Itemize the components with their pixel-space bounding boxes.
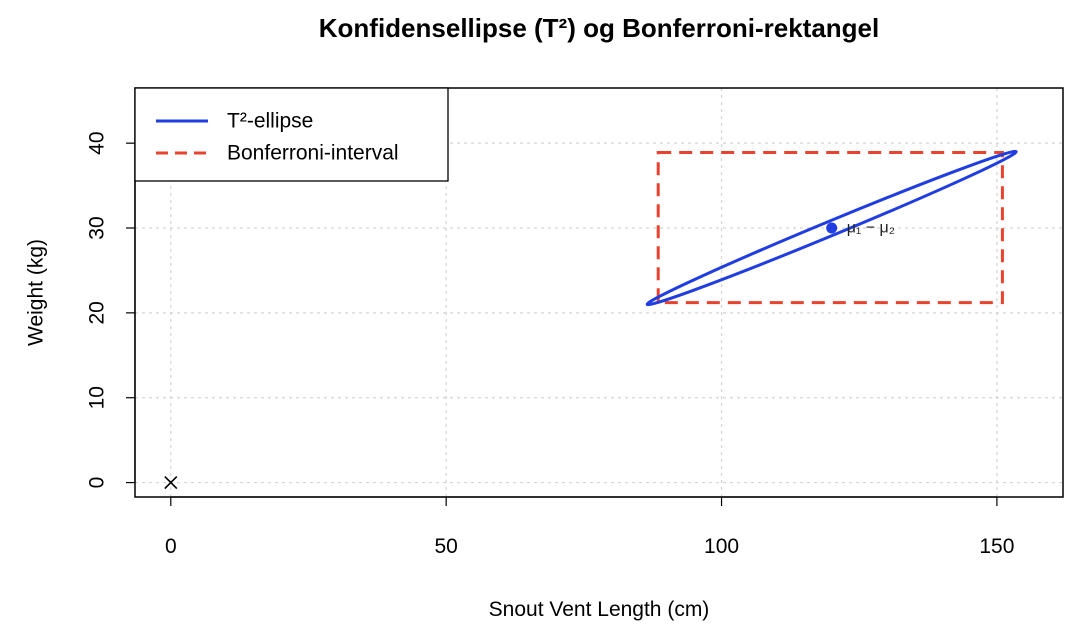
chart-title: Konfidensellipse (T²) og Bonferroni-rekt…: [319, 13, 879, 43]
y-axis-label: Weight (kg): [25, 239, 48, 346]
x-tick-label: 50: [434, 535, 457, 558]
mean-difference-point: [826, 222, 838, 234]
legend-box: [134, 87, 449, 182]
point-label: μ₁ − μ₂: [847, 220, 895, 237]
x-tick-label: 0: [165, 535, 177, 558]
legend-label: T²-ellipse: [227, 110, 313, 133]
y-tick-label: 0: [86, 477, 109, 489]
legend-label: Bonferroni-interval: [227, 142, 399, 165]
x-axis-label: Snout Vent Length (cm): [489, 598, 710, 621]
bonferroni-rectangle: [656, 150, 1004, 305]
y-tick-label: 20: [86, 301, 109, 324]
legend: T²-ellipse Bonferroni-interval: [134, 87, 449, 182]
y-tick-label: 40: [86, 131, 109, 154]
y-axis: 0 10 20 30 40: [86, 131, 136, 488]
y-tick-label: 10: [86, 386, 109, 409]
x-tick-label: 150: [979, 535, 1014, 558]
t2-ellipse: [645, 149, 1018, 307]
origin-cross-marker: [164, 476, 178, 490]
y-tick-label: 30: [86, 216, 109, 239]
data-marks: μ₁ − μ₂: [164, 149, 1018, 490]
x-axis: 0 50 100 150: [165, 496, 1014, 558]
x-tick-label: 100: [704, 535, 739, 558]
